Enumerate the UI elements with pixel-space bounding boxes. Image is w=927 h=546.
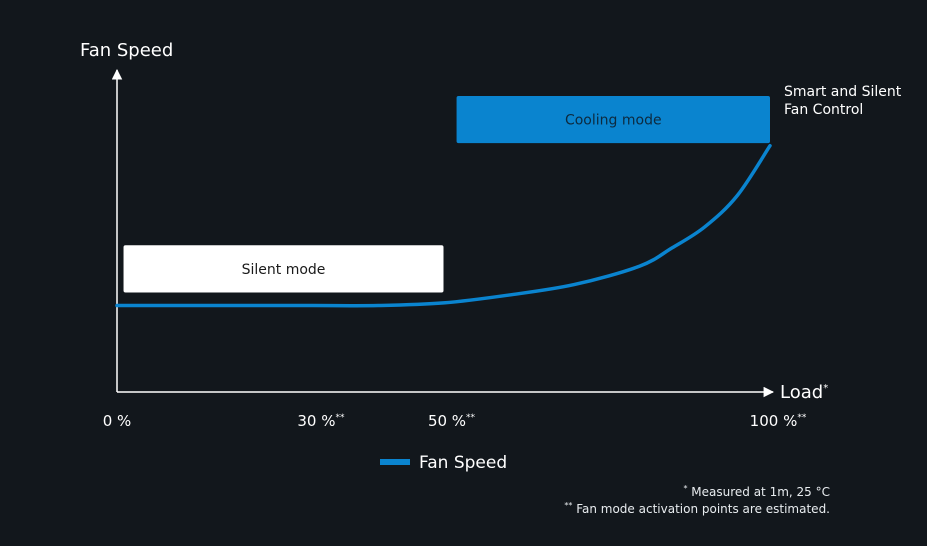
footnote-marker: *	[683, 484, 688, 493]
x-tick-label-4: 100 %**	[750, 412, 807, 430]
y-axis-label: Fan Speed	[80, 40, 173, 61]
footnote-estimated: ** Fan mode activation points are estima…	[564, 501, 830, 516]
legend-swatch	[380, 459, 410, 465]
x-axis-label: Load*	[780, 382, 828, 403]
curve-annotation: Smart and Silent Fan Control	[784, 84, 902, 118]
region-2-box	[456, 95, 770, 144]
x-tick-label-3: 50 %**	[428, 412, 476, 430]
region-1-box	[123, 245, 444, 293]
x-tick-label-2: 30 %**	[297, 412, 345, 430]
x-tick-labels: 0 % 30 %** 50 %** 100 %**	[103, 412, 807, 430]
series-lines	[115, 143, 772, 308]
legend-label: Fan Speed	[419, 453, 507, 473]
footnote-marker: **	[564, 501, 573, 510]
footnote-text: Fan mode activation points are estimated…	[572, 502, 830, 516]
series-line-1	[115, 143, 772, 308]
legend: Fan Speed	[380, 453, 507, 473]
x-tick-label-1: 0 %	[103, 412, 132, 430]
curve-annotation-line-1: Smart and Silent	[784, 84, 902, 100]
footnote-measured: * Measured at 1m, 25 °C	[683, 484, 830, 499]
mode-regions: Silent mode Cooling mode	[123, 95, 770, 293]
region-1-label: Silent mode	[242, 262, 326, 278]
footnote-text: Measured at 1m, 25 °C	[687, 485, 830, 499]
x-axis-label-marker: *	[823, 383, 828, 394]
region-2-label: Cooling mode	[565, 113, 662, 129]
curve-annotation-line-2: Fan Control	[784, 102, 863, 118]
